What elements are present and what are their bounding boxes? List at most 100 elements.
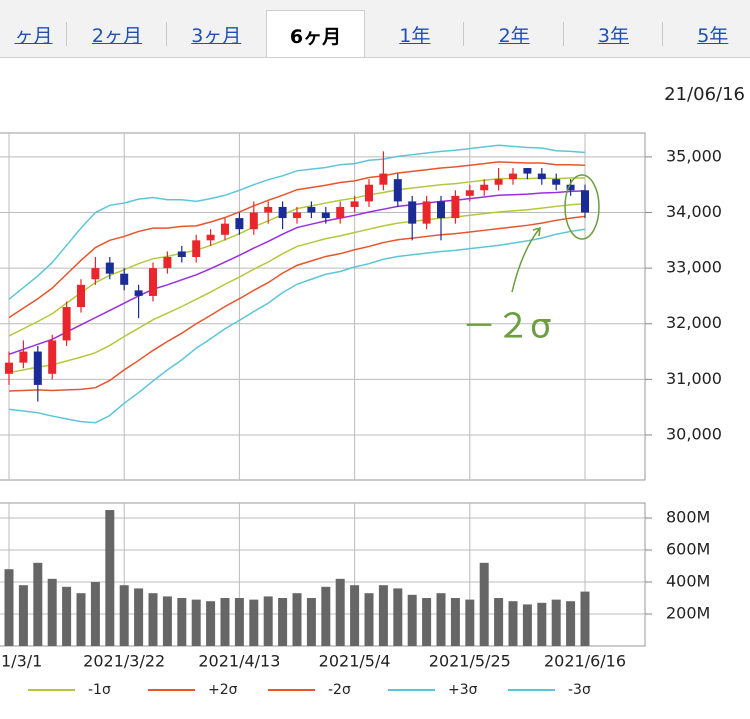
candle-body [5, 362, 13, 374]
volume-bar [522, 604, 532, 646]
annotation: －２σ [462, 307, 552, 347]
band-line [8, 144, 586, 300]
candle-body [552, 179, 561, 185]
x-tick-label: 2021/5/4 [319, 652, 391, 671]
candle-body [235, 218, 244, 230]
y-tick-label: 200M [666, 604, 710, 623]
candle-body [91, 268, 100, 280]
volume-bar [364, 593, 374, 646]
candle-body [149, 268, 157, 296]
volume-bar [494, 598, 504, 646]
candle-body [523, 168, 532, 174]
candle-body [77, 284, 85, 308]
candle-body [19, 351, 28, 363]
y-tick-label: 800M [666, 508, 710, 527]
period-tab[interactable]: 2年 [465, 10, 565, 57]
candle-body [537, 173, 546, 180]
volume-bar [479, 562, 489, 646]
period-tab[interactable]: 5年 [663, 10, 750, 57]
candle-body [105, 262, 114, 274]
volume-bar [436, 593, 446, 646]
period-tab[interactable]: 2ヶ月 [67, 10, 167, 57]
candle-body [33, 351, 42, 385]
x-tick-label: 2021/3/22 [83, 652, 165, 671]
volume-bar [407, 594, 417, 646]
y-tick-label: 600M [666, 540, 710, 559]
volume-bar [508, 601, 518, 646]
candle-body [350, 201, 359, 207]
candle-body [393, 179, 402, 202]
candle-body [192, 240, 201, 258]
volume-bar [62, 586, 72, 646]
volume-bar [220, 598, 230, 646]
candle-body [566, 184, 575, 191]
candle-body [134, 290, 143, 296]
legend-label: +2σ [208, 682, 238, 698]
candle-body [293, 212, 301, 219]
candle-body [120, 273, 129, 285]
candle-body [177, 251, 186, 258]
candle-body [408, 201, 417, 224]
volume-bar [148, 593, 158, 646]
period-tab[interactable]: 3年 [564, 10, 664, 57]
legend-label: -3σ [568, 682, 591, 698]
y-tick-label: 32,000 [666, 313, 722, 332]
volume-bar [47, 578, 57, 646]
candle-body [494, 179, 503, 185]
volume-bar [393, 588, 403, 646]
band-line [8, 190, 586, 356]
period-tabs: ヶ月 2ヶ月 3ヶ月 6ヶ月 1年 2年 3年 5年 [0, 0, 750, 58]
x-tick-label: 1/3/1 [1, 652, 42, 671]
candle-body [264, 206, 273, 213]
candle-body [62, 307, 71, 341]
x-tick-label: 2021/5/25 [429, 652, 511, 671]
period-tab[interactable]: 3ヶ月 [191, 24, 242, 47]
volume-bar [551, 599, 561, 646]
candle-body [163, 257, 172, 269]
candle-body [480, 184, 489, 191]
volume-bar [422, 598, 432, 646]
period-tab[interactable]: ヶ月 [0, 10, 67, 57]
volume-bar [206, 601, 216, 646]
x-tick-label: 2021/4/13 [198, 652, 280, 671]
band-line [8, 215, 586, 392]
volume-bar [76, 593, 86, 646]
volume-bar [33, 562, 43, 646]
volume-bar [18, 585, 28, 646]
candle-body [48, 340, 57, 374]
y-tick-label: 400M [666, 572, 710, 591]
volume-bar [249, 599, 259, 646]
band-line [8, 202, 586, 374]
y-tick-label: 34,000 [666, 202, 722, 221]
volume-bar [292, 593, 302, 646]
candle-body [581, 190, 589, 213]
period-tab[interactable]: 6ヶ月 [265, 10, 366, 57]
candle-body [509, 173, 517, 180]
candle-body [221, 223, 229, 235]
period-tab[interactable]: 1年 [365, 10, 465, 57]
chart-date: 21/06/16 [664, 84, 745, 105]
volume-bar [321, 586, 331, 646]
volume-bar [350, 585, 360, 646]
annotation-circle [564, 174, 600, 240]
y-tick-label: 35,000 [666, 146, 722, 165]
volume-bar [378, 585, 388, 646]
candle-body [321, 212, 330, 219]
legend-label: -2σ [328, 682, 351, 698]
annotation-arrow [511, 226, 541, 293]
band-line [8, 228, 586, 424]
band-line [8, 161, 586, 319]
x-tick-label: 2021/6/16 [544, 652, 626, 671]
volume-bar [580, 591, 590, 646]
volume-bar [191, 599, 201, 646]
y-tick-label: 31,000 [666, 369, 722, 388]
volume-bar [119, 585, 129, 646]
legend-label: -1σ [88, 682, 111, 698]
candle-body [307, 206, 316, 213]
volume-bar [278, 598, 288, 646]
volume-bar [465, 599, 475, 646]
price-frame [0, 132, 646, 481]
candle-body [451, 195, 460, 219]
